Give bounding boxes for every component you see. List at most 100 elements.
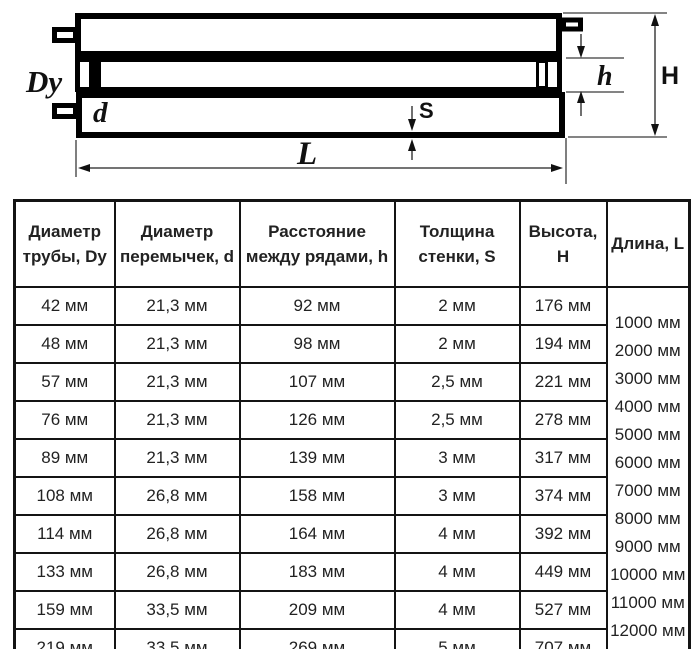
col-header-jumper-diameter: Диаметр перемычек, d: [113, 199, 241, 288]
label-row-spacing: h: [597, 61, 613, 92]
col-header-wall-thickness: Толщина стенки, S: [393, 199, 521, 288]
length-value: 2000 мм: [614, 341, 681, 360]
L-dimension: [78, 164, 563, 172]
cell-h: 107 мм: [238, 362, 396, 402]
cell-dy: 159 мм: [13, 590, 116, 630]
cell-H: 527 мм: [518, 590, 608, 630]
h-dimension: [577, 34, 585, 116]
left-jumper: [89, 57, 101, 92]
length-value: 11000 мм: [610, 593, 685, 612]
right-jumper: [536, 60, 548, 89]
table-row: 89 мм 21,3 мм 139 мм 3 мм 317 мм: [13, 438, 690, 478]
cell-d: 33,5 мм: [113, 590, 241, 630]
cell-H: 194 мм: [518, 324, 608, 364]
cell-h: 269 мм: [238, 628, 396, 649]
label-jumper-diameter: d: [93, 97, 108, 129]
cell-dy: 76 мм: [13, 400, 116, 440]
cell-h: 98 мм: [238, 324, 396, 364]
cell-h: 209 мм: [238, 590, 396, 630]
length-value: 4000 мм: [614, 397, 681, 416]
col-header-row-spacing: Расстояние между рядами, h: [238, 199, 396, 288]
cell-h: 158 мм: [238, 476, 396, 516]
cell-s: 3 мм: [393, 476, 521, 516]
cell-d: 21,3 мм: [113, 324, 241, 364]
cell-dy: 57 мм: [13, 362, 116, 402]
cell-H: 707 мм: [518, 628, 608, 649]
cell-H: 176 мм: [518, 286, 608, 326]
col-header-height: Высота, H: [518, 199, 608, 288]
top-right-stub: [561, 17, 583, 32]
table-row: 114 мм 26,8 мм 164 мм 4 мм 392 мм: [13, 514, 690, 554]
cell-d: 33,5 мм: [113, 628, 241, 649]
cell-d: 26,8 мм: [113, 476, 241, 516]
cell-d: 21,3 мм: [113, 438, 241, 478]
cell-h: 139 мм: [238, 438, 396, 478]
cell-H: 278 мм: [518, 400, 608, 440]
table-row: 57 мм 21,3 мм 107 мм 2,5 мм 221 мм: [13, 362, 690, 402]
cell-h: 126 мм: [238, 400, 396, 440]
cell-dy: 114 мм: [13, 514, 116, 554]
table-row: 133 мм 26,8 мм 183 мм 4 мм 449 мм: [13, 552, 690, 592]
table-row: 219 мм 33,5 мм 269 мм 5 мм 707 мм: [13, 628, 690, 649]
cell-dy: 219 мм: [13, 628, 116, 649]
col-header-length: Длина, L: [605, 199, 691, 288]
length-value: 7000 мм: [614, 481, 681, 500]
cell-s: 2,5 мм: [393, 362, 521, 402]
label-height: H: [661, 62, 679, 90]
col-header-pipe-diameter: Диаметр трубы, Dy: [13, 199, 116, 288]
cell-h: 183 мм: [238, 552, 396, 592]
cell-d: 26,8 мм: [113, 514, 241, 554]
cell-dy: 108 мм: [13, 476, 116, 516]
cell-h: 92 мм: [238, 286, 396, 326]
cell-d: 21,3 мм: [113, 362, 241, 402]
cell-s: 4 мм: [393, 552, 521, 592]
length-value: 5000 мм: [614, 425, 681, 444]
S-dimension: [408, 106, 416, 160]
bottom-left-stub: [52, 103, 78, 119]
table-row: 42 мм 21,3 мм 92 мм 2 мм 176 мм 1000 мм …: [13, 286, 691, 649]
cell-s: 2,5 мм: [393, 400, 521, 440]
length-value: 9000 мм: [614, 537, 681, 556]
cell-H: 374 мм: [518, 476, 608, 516]
table-row: 159 мм 33,5 мм 209 мм 4 мм 527 мм: [13, 590, 690, 630]
cell-d: 21,3 мм: [113, 286, 241, 326]
table-row: 108 мм 26,8 мм 158 мм 3 мм 374 мм: [13, 476, 690, 516]
cell-s: 5 мм: [393, 628, 521, 649]
cell-dy: 133 мм: [13, 552, 116, 592]
length-value: 3000 мм: [614, 369, 681, 388]
H-dimension: [651, 14, 659, 136]
cell-d: 26,8 мм: [113, 552, 241, 592]
length-value: 8000 мм: [614, 509, 681, 528]
middle-gap-band: [75, 57, 562, 92]
cell-d: 21,3 мм: [113, 400, 241, 440]
cell-s: 2 мм: [393, 324, 521, 364]
label-pipe-diameter: Dy: [25, 64, 62, 99]
length-values-cell: 1000 мм 2000 мм 3000 мм 4000 мм 5000 мм …: [605, 286, 691, 649]
spec-table: Диаметр трубы, Dy Диаметр перемычек, d Р…: [13, 199, 691, 649]
label-wall-thickness: S: [419, 98, 434, 123]
length-value: 1000 мм: [614, 313, 681, 332]
table-row: 48 мм 21,3 мм 98 мм 2 мм 194 мм: [13, 324, 690, 364]
cell-H: 317 мм: [518, 438, 608, 478]
cell-s: 2 мм: [393, 286, 521, 326]
bottom-pipe: [76, 92, 565, 138]
length-value: 12000 мм: [610, 621, 686, 640]
cell-h: 164 мм: [238, 514, 396, 554]
table-row: 76 мм 21,3 мм 126 мм 2,5 мм 278 мм: [13, 400, 690, 440]
cell-dy: 48 мм: [13, 324, 116, 364]
cell-H: 221 мм: [518, 362, 608, 402]
cell-dy: 42 мм: [13, 286, 116, 326]
top-pipe: [75, 13, 562, 57]
length-value: 6000 мм: [614, 453, 681, 472]
header-row: Диаметр трубы, Dy Диаметр перемычек, d Р…: [13, 199, 691, 288]
length-value: 10000 мм: [610, 565, 686, 584]
cell-s: 4 мм: [393, 514, 521, 554]
register-diagram: Dy d h H S L: [25, 12, 679, 184]
cell-s: 3 мм: [393, 438, 521, 478]
cell-dy: 89 мм: [13, 438, 116, 478]
extension-lines: [75, 12, 667, 184]
top-left-stub: [52, 27, 78, 43]
cell-H: 392 мм: [518, 514, 608, 554]
label-length: L: [296, 136, 317, 172]
